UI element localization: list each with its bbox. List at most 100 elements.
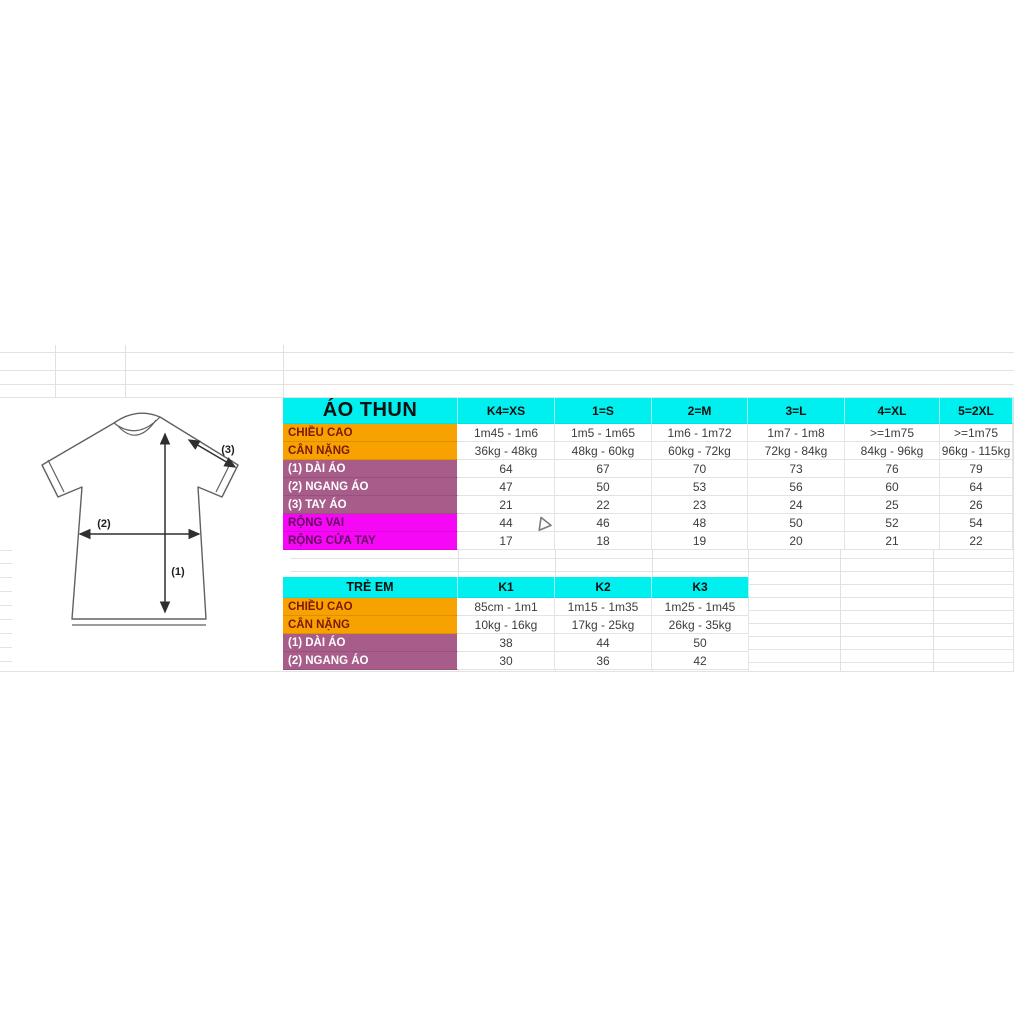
size-column-header: 3=L	[748, 398, 845, 424]
size-value-cell: 54	[940, 514, 1013, 532]
gridline	[55, 345, 56, 397]
size-value-cell: 56	[748, 478, 845, 496]
size-value-cell: 1m5 - 1m65	[555, 424, 652, 442]
gridline	[0, 352, 1014, 353]
size-column-header: K3	[652, 577, 749, 598]
row-label: (2) NGANG ÁO	[283, 478, 458, 496]
size-value-cell: 60	[845, 478, 940, 496]
gridline	[0, 605, 12, 606]
size-value-cell: 21	[458, 496, 555, 514]
size-value-cell: 48kg - 60kg	[555, 442, 652, 460]
size-value-cell: 42	[652, 652, 749, 670]
measure-arrows	[78, 432, 237, 614]
size-value-cell: 52	[845, 514, 940, 532]
gridline	[0, 563, 12, 564]
size-value-cell: 30	[458, 652, 555, 670]
size-value-cell: 10kg - 16kg	[458, 616, 555, 634]
size-column-header: K2	[555, 577, 652, 598]
size-value-cell: 1m6 - 1m72	[652, 424, 748, 442]
table-title: TRẺ EM	[283, 577, 458, 598]
size-value-cell: 44	[458, 514, 555, 532]
measure-label-2: (2)	[97, 518, 111, 530]
size-value-cell: 76	[845, 460, 940, 478]
size-value-cell: 24	[748, 496, 845, 514]
kids-size-table: TRẺ EM K1 K2 K3 CHIỀU CAO 85cm - 1m1 1m15 - 1m…	[283, 577, 749, 670]
gridline	[749, 584, 1014, 585]
size-value-cell: 1m25 - 1m45	[652, 598, 749, 616]
tshirt-detail-lines	[47, 416, 233, 626]
size-value-cell: 17	[458, 532, 555, 550]
size-value-cell: 64	[940, 478, 1013, 496]
tshirt-diagram: (1) (2) (3)	[22, 403, 272, 665]
size-value-cell: >=1m75	[845, 424, 940, 442]
gridline	[0, 619, 12, 620]
size-value-cell: 25	[845, 496, 940, 514]
size-value-cell: 50	[555, 478, 652, 496]
tshirt-outline-icon	[41, 412, 239, 620]
size-value-cell: 44	[555, 634, 652, 652]
size-value-cell: 38	[458, 634, 555, 652]
size-column-header: 5=2XL	[940, 398, 1013, 424]
measure-label-3: (3)	[221, 444, 235, 456]
gridline	[749, 610, 1014, 611]
size-value-cell: 79	[940, 460, 1013, 478]
gridline	[0, 384, 1014, 385]
gridline	[0, 370, 1014, 371]
size-value-cell: 17kg - 25kg	[555, 616, 652, 634]
gridline	[0, 671, 1014, 672]
size-value-cell: 26	[940, 496, 1013, 514]
row-label: (3) TAY ÁO	[283, 496, 458, 514]
measure-label-1: (1)	[171, 566, 185, 578]
gridline	[0, 591, 12, 592]
size-value-cell: 1m45 - 1m6	[458, 424, 555, 442]
row-label: CÂN NẶNG	[283, 616, 458, 634]
size-column-header: 4=XL	[845, 398, 940, 424]
gridline	[0, 397, 1014, 398]
gridline	[749, 623, 1014, 624]
size-value-cell: 48	[652, 514, 748, 532]
row-label: RỘNG VAI	[283, 514, 458, 532]
row-label: (2) NGANG ÁO	[283, 652, 458, 670]
size-value-cell: 20	[748, 532, 845, 550]
gridline	[0, 577, 12, 578]
size-value-cell: 50	[748, 514, 845, 532]
size-value-cell: 36kg - 48kg	[458, 442, 555, 460]
gridline	[283, 345, 284, 397]
size-value-cell: 70	[652, 460, 748, 478]
size-column-header: K1	[458, 577, 555, 598]
size-value-cell: 85cm - 1m1	[458, 598, 555, 616]
gridline	[749, 649, 1014, 650]
size-value-cell: 50	[652, 634, 749, 652]
size-value-cell: 21	[845, 532, 940, 550]
size-value-cell: 64	[458, 460, 555, 478]
size-value-cell: 60kg - 72kg	[652, 442, 748, 460]
size-column-header: 1=S	[555, 398, 652, 424]
row-label: (1) DÀI ÁO	[283, 634, 458, 652]
size-column-header: K4=XS	[458, 398, 555, 424]
size-value-cell: 22	[940, 532, 1013, 550]
gridline	[749, 597, 1014, 598]
gridline	[0, 550, 12, 551]
gridline	[1013, 398, 1014, 671]
size-value-cell: 96kg - 115kg	[940, 442, 1013, 460]
row-label: CHIỀU CAO	[283, 424, 458, 442]
size-value-cell: 67	[555, 460, 652, 478]
gridline	[749, 636, 1014, 637]
size-value-cell: 18	[555, 532, 652, 550]
size-value-cell: 46	[555, 514, 652, 532]
row-label: CÂN NẶNG	[283, 442, 458, 460]
table-title: ÁO THUN	[283, 398, 458, 424]
size-value-cell: 36	[555, 652, 652, 670]
size-value-cell: 72kg - 84kg	[748, 442, 845, 460]
gridline	[0, 633, 12, 634]
size-value-cell: 1m7 - 1m8	[748, 424, 845, 442]
gridline	[0, 661, 12, 662]
size-value-cell: 53	[652, 478, 748, 496]
size-value-cell: 84kg - 96kg	[845, 442, 940, 460]
size-value-cell: >=1m75	[940, 424, 1013, 442]
size-value-cell: 19	[652, 532, 748, 550]
size-value-cell: 26kg - 35kg	[652, 616, 749, 634]
adult-size-table: ÁO THUN K4=XS 1=S 2=M 3=L 4=XL 5=2XL CHIỀU CAO 1…	[283, 398, 1013, 550]
size-value-cell: 1m15 - 1m35	[555, 598, 652, 616]
